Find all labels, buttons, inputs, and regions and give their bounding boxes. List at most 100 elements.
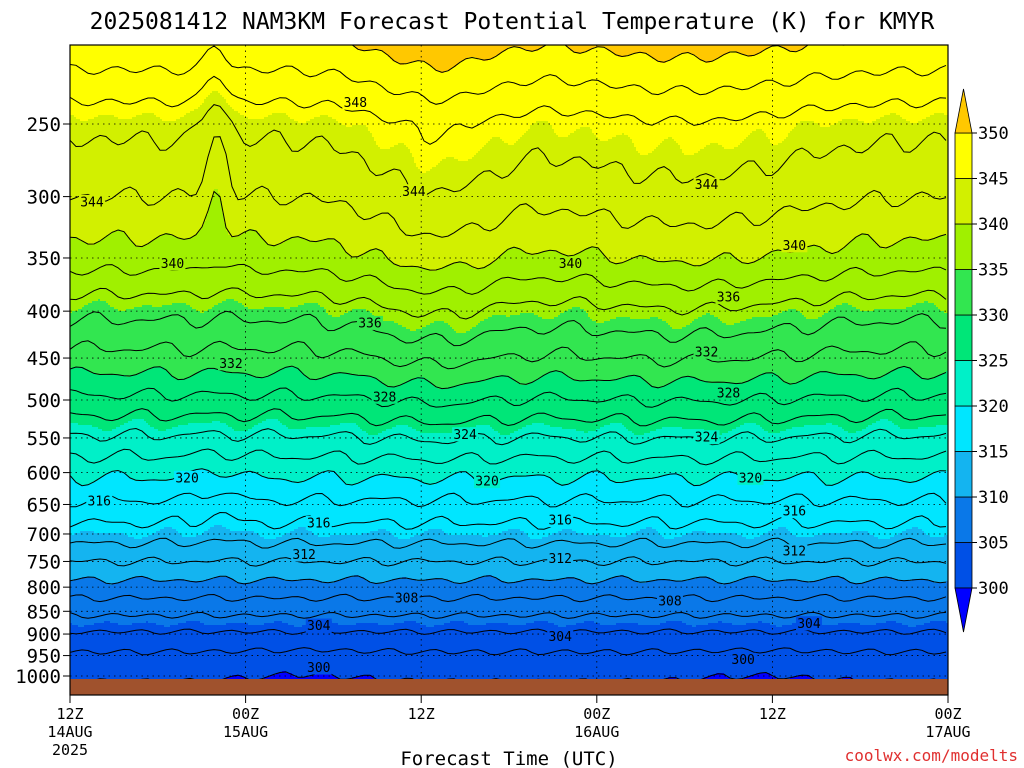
theta-cell [748, 45, 751, 58]
theta-cell [388, 581, 391, 626]
theta-cell [776, 315, 779, 376]
theta-cell [432, 271, 435, 324]
theta-cell [302, 481, 305, 528]
theta-cell [386, 149, 389, 258]
theta-cell [744, 625, 747, 678]
theta-cell [796, 427, 799, 476]
theta-cell [524, 579, 527, 626]
theta-cell [212, 579, 215, 626]
theta-cell [644, 529, 647, 584]
theta-cell [342, 481, 345, 536]
theta-cell [668, 137, 671, 262]
theta-cell [776, 145, 779, 250]
theta-cell [580, 127, 583, 252]
theta-cell [350, 535, 353, 578]
theta-cell [448, 45, 451, 72]
theta-cell [244, 307, 247, 374]
theta-cell [444, 433, 447, 480]
theta-cell [574, 531, 577, 580]
theta-cell [274, 479, 277, 540]
theta-cell [626, 45, 629, 56]
theta-cell [770, 581, 773, 626]
theta-cell [528, 129, 531, 254]
theta-cell [838, 375, 841, 428]
theta-cell [308, 625, 311, 678]
theta-cell [840, 623, 843, 680]
theta-cell [834, 307, 837, 374]
theta-cell [276, 419, 279, 480]
theta-cell [624, 135, 627, 262]
theta-cell [452, 387, 455, 434]
theta-cell [578, 129, 581, 254]
theta-cell [534, 381, 537, 424]
theta-cell [154, 367, 157, 430]
theta-cell [194, 469, 197, 538]
theta-cell [142, 481, 145, 538]
theta-cell [874, 121, 877, 244]
theta-cell [344, 251, 347, 314]
theta-cell [876, 623, 879, 682]
theta-cell [526, 475, 529, 536]
theta-cell [272, 113, 275, 246]
theta-cell [688, 429, 691, 484]
theta-cell [882, 45, 885, 118]
theta-cell [738, 475, 741, 536]
theta-cell [606, 321, 609, 382]
theta-cell [142, 419, 145, 482]
theta-cell [578, 45, 581, 54]
theta-cell [560, 579, 563, 628]
theta-cell [782, 141, 785, 252]
theta-cell [910, 429, 913, 484]
theta-cell [734, 533, 737, 582]
theta-cell [576, 253, 579, 308]
theta-cell [716, 143, 719, 258]
theta-cell [342, 579, 345, 626]
theta-cell [474, 383, 477, 428]
theta-cell [444, 479, 447, 534]
theta-cell [464, 623, 467, 686]
theta-cell [508, 47, 511, 146]
theta-cell [246, 307, 249, 374]
theta-cell [122, 119, 125, 232]
theta-cell [460, 61, 463, 162]
theta-cell [834, 625, 837, 680]
theta-cell [86, 305, 89, 370]
theta-cell [684, 327, 687, 378]
theta-cell [78, 119, 81, 240]
theta-cell [380, 51, 383, 150]
theta-cell [286, 533, 289, 582]
theta-cell [878, 623, 881, 682]
theta-cell [572, 379, 575, 430]
theta-cell [230, 107, 233, 238]
theta-cell [708, 45, 711, 64]
theta-cell [388, 149, 391, 260]
theta-cell [140, 623, 143, 680]
theta-cell [156, 531, 159, 582]
theta-cell [534, 255, 537, 316]
theta-cell [142, 371, 145, 420]
theta-cell [566, 429, 569, 486]
theta-cell [918, 481, 921, 530]
theta-cell [774, 625, 777, 678]
theta-cell [134, 375, 137, 420]
theta-cell [334, 373, 337, 426]
theta-cell [402, 425, 405, 478]
theta-cell [800, 381, 803, 428]
theta-cell [500, 435, 503, 480]
theta-cell [150, 579, 153, 624]
theta-cell [206, 625, 209, 684]
theta-cell [668, 325, 671, 384]
theta-cell [714, 533, 717, 582]
theta-cell [560, 137, 563, 254]
theta-cell [238, 303, 241, 374]
theta-cell [572, 133, 575, 256]
theta-cell [900, 623, 903, 684]
theta-cell [550, 427, 553, 480]
theta-cell [810, 375, 813, 426]
theta-cell [886, 621, 889, 680]
theta-cell [328, 45, 331, 118]
theta-cell [486, 319, 489, 380]
theta-cell [178, 533, 181, 580]
theta-cell [264, 579, 267, 624]
theta-cell [718, 583, 721, 622]
